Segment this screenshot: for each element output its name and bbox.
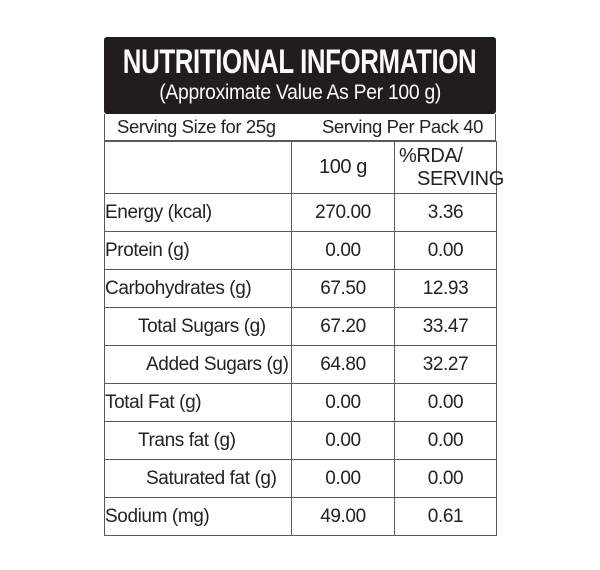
nutrition-table: 100 g %RDA/ SERVING Energy (kcal) 270.00… bbox=[104, 141, 504, 536]
nutrient-name-cell: Total Sugars (g) bbox=[104, 307, 292, 346]
table-row-energy: Energy (kcal) 270.00 3.36 bbox=[104, 193, 497, 232]
rda-value-cell: 33.47 bbox=[394, 307, 497, 346]
table-row-total-sugars: Total Sugars (g) 67.20 33.47 bbox=[104, 307, 497, 346]
table-row-sodium: Sodium (mg) 49.00 0.61 bbox=[104, 497, 497, 536]
per-100g-column-header: 100 g bbox=[291, 141, 395, 194]
label-header: NUTRITIONAL INFORMATION (Approximate Val… bbox=[104, 37, 496, 114]
table-row-saturated-fat: Saturated fat (g) 0.00 0.00 bbox=[104, 459, 497, 498]
table-row-protein: Protein (g) 0.00 0.00 bbox=[104, 231, 497, 270]
per-100g-value-cell: 0.00 bbox=[291, 383, 395, 422]
rda-value-cell: 0.61 bbox=[394, 497, 497, 536]
table-row-trans-fat: Trans fat (g) 0.00 0.00 bbox=[104, 421, 497, 460]
nutrient-name-cell: Trans fat (g) bbox=[104, 421, 292, 460]
nutrient-column-header bbox=[104, 141, 292, 194]
per-100g-value-cell: 67.20 bbox=[291, 307, 395, 346]
per-100g-value-cell: 270.00 bbox=[291, 193, 395, 232]
per-100g-value-cell: 0.00 bbox=[291, 231, 395, 270]
rda-value-cell: 0.00 bbox=[394, 383, 497, 422]
nutrient-name-cell: Added Sugars (g) bbox=[104, 345, 292, 384]
table-row-carbohydrates: Carbohydrates (g) 67.50 12.93 bbox=[104, 269, 497, 308]
table-row-total-fat: Total Fat (g) 0.00 0.00 bbox=[104, 383, 497, 422]
per-100g-value-cell: 0.00 bbox=[291, 421, 395, 460]
serving-per-pack-text: Serving Per Pack 40 bbox=[321, 116, 483, 137]
rda-value-cell: 12.93 bbox=[394, 269, 497, 308]
label-subtitle: (Approximate Value As Per 100 g) bbox=[159, 81, 441, 105]
rda-header-line1: %RDA/ bbox=[399, 144, 463, 167]
per-100g-value-cell: 0.00 bbox=[291, 459, 395, 498]
rda-header-line2: SERVING bbox=[417, 167, 504, 190]
rda-value-cell: 0.00 bbox=[394, 459, 497, 498]
per-100g-value-cell: 67.50 bbox=[291, 269, 395, 308]
nutrient-name-cell: Protein (g) bbox=[104, 231, 292, 270]
rda-value-cell: 0.00 bbox=[394, 231, 497, 270]
serving-size-text: Serving Size for 25g bbox=[117, 116, 276, 137]
column-header-row: 100 g %RDA/ SERVING bbox=[104, 141, 504, 194]
rda-column-header: %RDA/ SERVING bbox=[394, 141, 504, 194]
nutrient-name-cell: Energy (kcal) bbox=[104, 193, 292, 232]
serving-info-row: Serving Size for 25g Serving Per Pack 40 bbox=[104, 114, 496, 141]
per-100g-value-cell: 49.00 bbox=[291, 497, 395, 536]
nutrient-name-cell: Sodium (mg) bbox=[104, 497, 292, 536]
nutrient-name-cell: Saturated fat (g) bbox=[104, 459, 292, 498]
nutrient-name-cell: Carbohydrates (g) bbox=[104, 269, 292, 308]
rda-value-cell: 32.27 bbox=[394, 345, 497, 384]
table-row-added-sugars: Added Sugars (g) 64.80 32.27 bbox=[104, 345, 497, 384]
nutrition-label: NUTRITIONAL INFORMATION (Approximate Val… bbox=[104, 37, 504, 536]
label-title: NUTRITIONAL INFORMATION bbox=[123, 43, 477, 82]
rda-value-cell: 3.36 bbox=[394, 193, 497, 232]
per-100g-value-cell: 64.80 bbox=[291, 345, 395, 384]
rda-value-cell: 0.00 bbox=[394, 421, 497, 460]
nutrient-name-cell: Total Fat (g) bbox=[104, 383, 292, 422]
